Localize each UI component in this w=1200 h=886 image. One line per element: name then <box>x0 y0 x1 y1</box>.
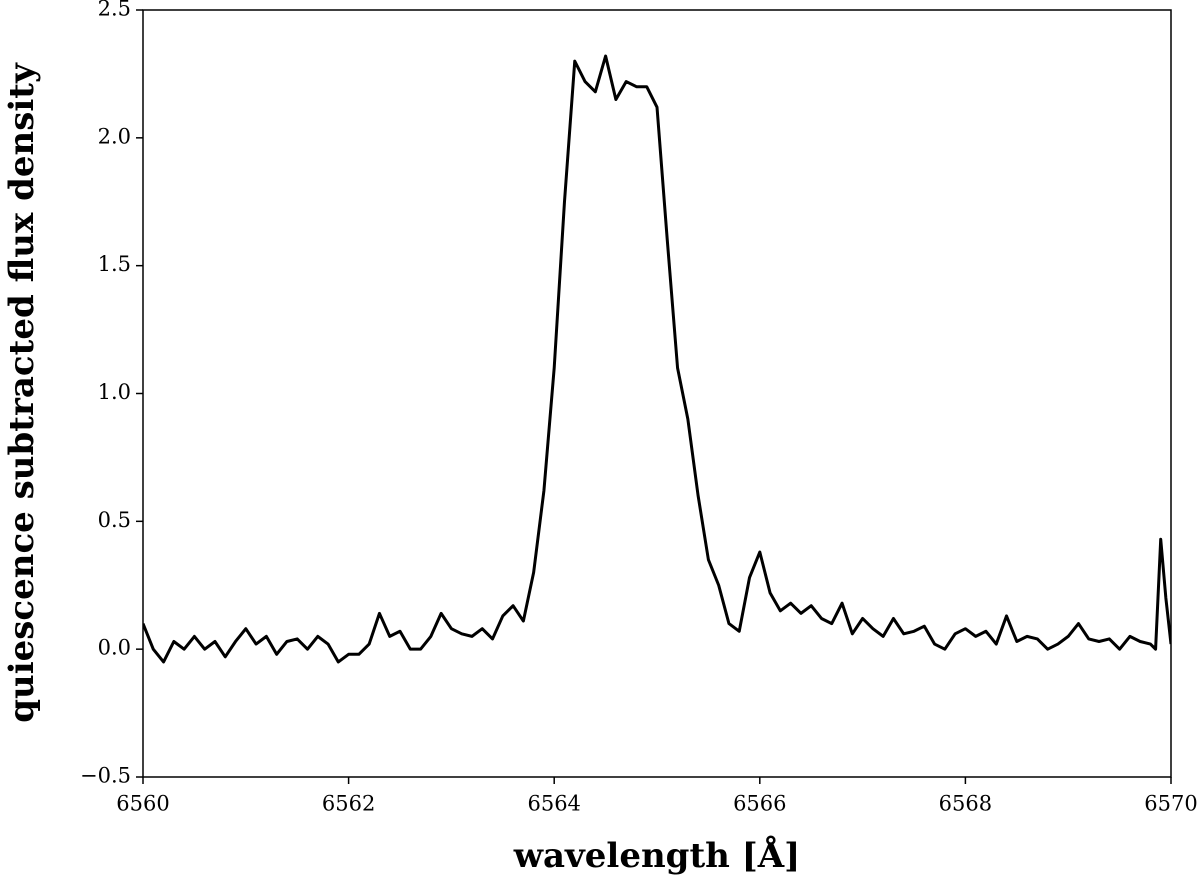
x-tick-label: 6566 <box>733 792 786 816</box>
x-tick-label: 6562 <box>322 792 375 816</box>
spectrum-line <box>143 54 1171 664</box>
y-tick-label: −0.5 <box>80 764 131 788</box>
x-tick-label: 6564 <box>527 792 580 816</box>
y-tick-label: 1.0 <box>98 380 131 404</box>
y-axis-label: quiescence subtracted flux density <box>2 62 42 723</box>
x-tick-label: 6568 <box>939 792 992 816</box>
plot-frame <box>142 9 1172 778</box>
y-tick-label: 1.5 <box>98 252 131 276</box>
y-tick-label: 0.5 <box>98 508 131 532</box>
x-tick-label: 6560 <box>116 792 169 816</box>
y-tick-label: 2.0 <box>98 124 131 148</box>
y-tick-label: 2.5 <box>98 0 131 21</box>
x-axis-label: wavelength [Å] <box>513 835 801 876</box>
x-tick-label: 6570 <box>1144 792 1197 816</box>
y-tick-label: 0.0 <box>98 636 131 660</box>
